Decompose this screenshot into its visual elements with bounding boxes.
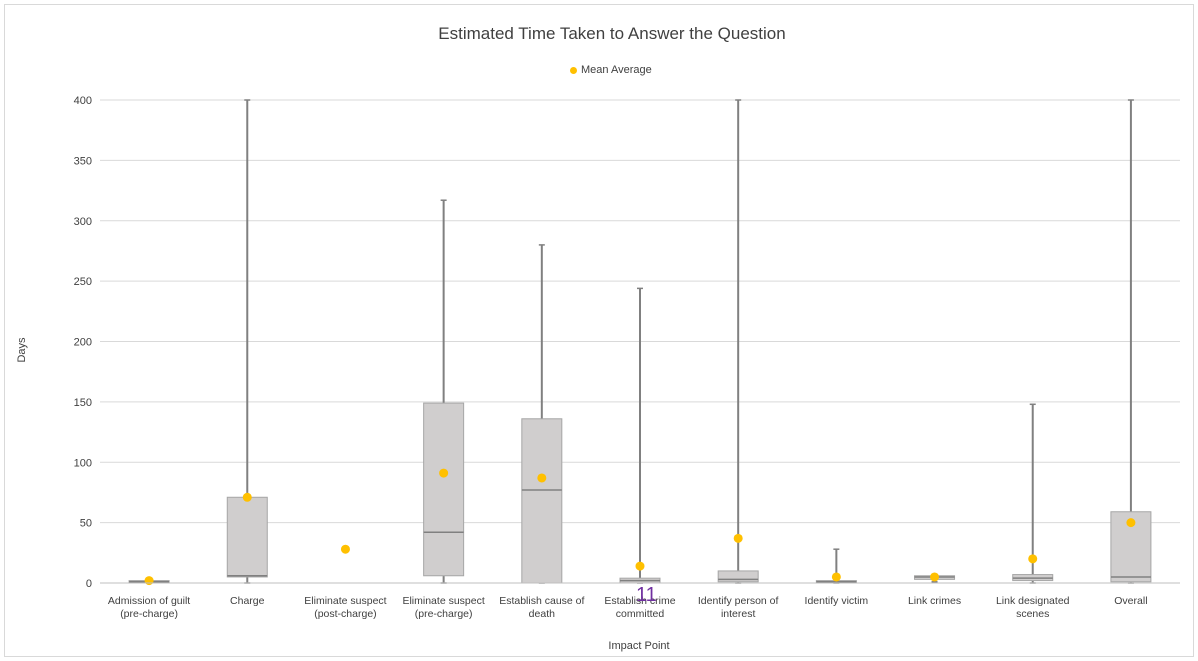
mean-marker xyxy=(144,576,154,586)
legend-mean-marker xyxy=(570,66,577,74)
y-tick-label: 400 xyxy=(74,95,92,107)
y-tick-label: 50 xyxy=(80,518,92,530)
chart-title: Estimated Time Taken to Answer the Quest… xyxy=(438,24,786,43)
mean-marker xyxy=(1126,518,1136,528)
y-tick-label: 100 xyxy=(74,457,92,469)
x-tick-label: Charge xyxy=(230,595,265,607)
x-tick-label: Eliminate suspect (pre-charge) xyxy=(402,595,485,620)
x-tick-label: Establish cause of death xyxy=(499,595,585,620)
mean-marker xyxy=(1028,554,1038,564)
mean-marker xyxy=(831,572,841,582)
mean-marker xyxy=(242,492,252,502)
x-axis-label: Impact Point xyxy=(608,640,670,652)
box-iqr xyxy=(521,418,563,584)
x-tick-label: Identify victim xyxy=(804,595,869,607)
y-tick-label: 0 xyxy=(86,578,92,590)
box-iqr xyxy=(717,570,759,583)
y-tick-label: 150 xyxy=(74,397,92,409)
mean-marker xyxy=(733,533,743,543)
box-iqr xyxy=(423,402,465,577)
box-iqr xyxy=(226,496,268,578)
mean-marker xyxy=(340,544,350,554)
y-tick-label: 300 xyxy=(74,216,92,228)
x-tick-label: Link crimes xyxy=(907,595,962,607)
x-tick-label: Admission of guilt (pre-charge) xyxy=(107,595,191,620)
x-tick-label: Link designated scenes xyxy=(995,595,1070,620)
page-number-overlay: 11 xyxy=(636,584,657,606)
y-tick-label: 200 xyxy=(74,337,92,349)
y-tick-label: 250 xyxy=(74,276,92,288)
legend-mean-label: Mean Average xyxy=(581,64,652,76)
x-tick-label: Identify person of interest xyxy=(697,595,779,620)
y-tick-label: 350 xyxy=(74,155,92,167)
x-tick-label: Overall xyxy=(1114,595,1148,607)
x-tick-label: Eliminate suspect (post-charge) xyxy=(304,595,387,620)
chart-frame xyxy=(4,4,1194,657)
mean-marker xyxy=(537,473,547,483)
mean-marker xyxy=(930,572,940,582)
chart-legend: Mean Average xyxy=(570,64,652,76)
mean-marker xyxy=(439,468,449,478)
x-tick-label: Establish crime committed xyxy=(604,595,676,620)
mean-marker xyxy=(635,561,645,571)
